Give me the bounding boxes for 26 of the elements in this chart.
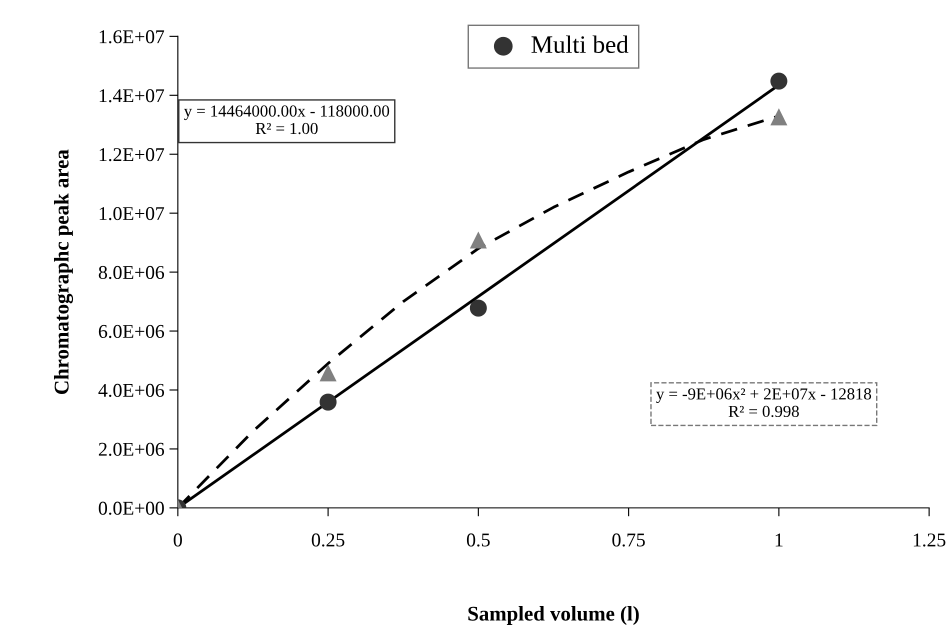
x-tick-label: 0 bbox=[174, 533, 182, 547]
x-tick-label: 0.5 bbox=[466, 533, 490, 547]
annotation: y = 14464000.00x - 118000.00 R² = 1.00 bbox=[184, 105, 390, 134]
point bbox=[470, 231, 487, 248]
y-tick-label: 1.6E+07 bbox=[100, 30, 164, 44]
point bbox=[470, 300, 487, 317]
y-tick-label: 2.0E+06 bbox=[98, 442, 164, 456]
y-tick-label: 8.0E+06 bbox=[98, 266, 164, 280]
y-axis-title: Chromatographc peak area bbox=[54, 150, 74, 394]
x-tick-label: 0.75 bbox=[612, 533, 645, 547]
legend-label: Multi bed bbox=[531, 35, 628, 54]
x-tick-label: 0.25 bbox=[312, 533, 344, 547]
point bbox=[320, 364, 337, 382]
point bbox=[770, 108, 788, 126]
point bbox=[320, 394, 337, 411]
y-tick-label: 1.0E+07 bbox=[100, 206, 164, 220]
x-axis-title: Sampled volume (l) bbox=[468, 606, 639, 625]
x-tick-label: 1.25 bbox=[914, 533, 946, 547]
x-tick-label: 1 bbox=[776, 534, 783, 546]
y-tick-label: 6.0E+06 bbox=[98, 324, 164, 338]
point bbox=[770, 72, 788, 90]
annotation: y = -9E+06x² + 2E+07x - 12818 R² = 0.998 bbox=[656, 388, 872, 418]
y-tick-label: 0.0E+00 bbox=[98, 502, 164, 515]
y-tick-label: 1.2E+07 bbox=[100, 148, 164, 162]
y-tick-label: 4.0E+06 bbox=[98, 384, 164, 398]
y-tick-label: 1.4E+07 bbox=[100, 89, 164, 102]
